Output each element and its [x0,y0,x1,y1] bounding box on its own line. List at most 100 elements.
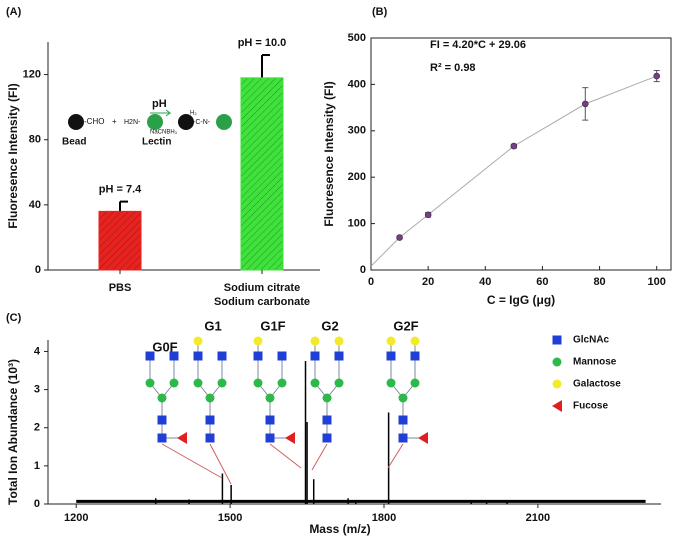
mannose [386,378,396,388]
glcnac [253,351,263,361]
mannose [205,393,215,403]
point [396,234,403,241]
mannose [277,378,287,388]
legend-marker [552,335,562,345]
y-tick-label: 200 [348,171,366,183]
mannose [398,393,408,403]
bead [178,114,194,130]
glycan-link [269,443,302,469]
r-squared: R² = 0.98 [430,62,476,74]
mannose [169,378,179,388]
y-tick-label: 4 [34,345,41,357]
glcnac [310,351,320,361]
glycan-label: G2 [321,318,338,333]
x-tick-label: 20 [422,276,434,288]
y-tick-label: 400 [348,78,366,90]
inset-label: pH [152,98,167,110]
glcnac [265,415,275,425]
glcnac [217,351,227,361]
bar-annotation: pH = 7.4 [99,184,142,196]
glycan-label: G1 [204,318,221,333]
panel-label: (B) [372,6,388,18]
point [510,142,518,150]
legend-marker [552,379,562,389]
x-tick-label: 0 [368,276,374,288]
arrow [150,109,172,117]
y-tick-label: 500 [348,32,366,44]
glcnac [322,415,332,425]
mannose [145,378,155,388]
inset-label: -CHO [84,117,104,126]
glcnac [205,433,215,443]
y-tick-label: 0 [34,498,40,510]
y-tick-label: 1 [34,460,40,472]
glcnac [398,433,408,443]
bar-annotation: pH = 10.0 [238,37,287,49]
inset-label: NaCNBH₃ [150,130,178,136]
point [581,100,589,108]
y-tick-label: 100 [348,218,366,230]
x-tick-label: 100 [648,276,666,288]
x-tick-label: 1500 [218,512,242,524]
glcnac [145,351,155,361]
x-tick-label: 40 [479,276,491,288]
x-tick-label: 2100 [526,512,550,524]
panel-label: (C) [6,312,22,324]
mannose [265,393,275,403]
glycan-label: G2F [393,318,418,333]
fit-line [370,75,657,267]
x-tick-label: 60 [536,276,548,288]
plot-frame [370,37,672,271]
x-axis-label: Mass (m/z) [309,522,370,536]
x-tick-label: 1800 [372,512,396,524]
glcnac [205,415,215,425]
y-axis-label: Fluoresence Intensity (FI) [6,83,20,228]
lectin [216,114,232,130]
glcnac [386,351,396,361]
inset-label: -C-N- [193,119,211,126]
fucose [418,432,428,444]
mannose [157,393,167,403]
glcnac [398,415,408,425]
glcnac [157,415,167,425]
y-tick-label: 3 [34,383,40,395]
galactose [334,336,344,346]
lectin [147,114,163,130]
glcnac [410,351,420,361]
x-tick-label: Sodium citrate Sodium carbonate [214,282,310,308]
x-tick-label: PBS [109,282,132,294]
galactose [310,336,320,346]
legend-label: GlcNAc [573,335,610,346]
galactose [386,336,396,346]
legend-label: Galactose [573,379,621,390]
mannose [217,378,227,388]
mannose [410,378,420,388]
label-line: Sodium carbonate [214,296,310,308]
mannose [334,378,344,388]
glcnac [322,433,332,443]
y-tick-label: 80 [29,134,41,146]
panel-label: (A) [6,6,22,18]
legend-marker [552,357,562,367]
fucose [177,432,187,444]
x-tick-label: 80 [593,276,605,288]
y-tick-label: 0 [35,264,41,276]
glcnac [265,433,275,443]
legend-marker [552,400,562,412]
glcnac [334,351,344,361]
y-axis-label: Total Ion Abundance (10³) [6,359,20,505]
bar [240,77,284,271]
galactose [193,336,203,346]
glcnac [169,351,179,361]
label-line: Sodium citrate [224,282,300,294]
x-tick-label: 1200 [64,512,88,524]
y-tick-label: 2 [34,422,40,434]
bar [98,210,142,271]
glycan-label: G1F [260,318,285,333]
glcnac [277,351,287,361]
x-axis-label: C = IgG (μg) [487,293,555,307]
glcnac [157,433,167,443]
mannose [322,393,332,403]
fucose [285,432,295,444]
point [424,211,432,219]
